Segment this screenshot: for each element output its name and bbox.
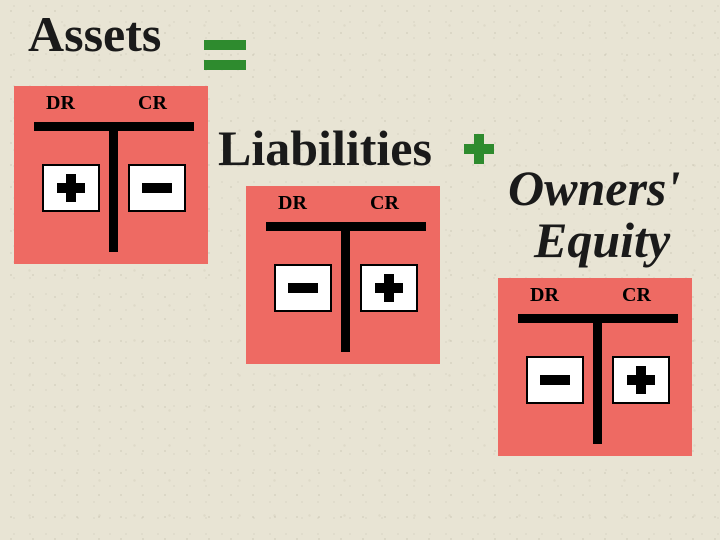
plus-icon-v (66, 174, 76, 202)
dr-label: DR (278, 192, 307, 215)
t-vertical (341, 222, 350, 352)
plus-icon-v (636, 366, 646, 394)
equals-icon (204, 40, 246, 70)
minus-icon (288, 283, 318, 293)
owners-equity-title-line2: Equity (534, 214, 670, 267)
credit-sign-box (128, 164, 186, 212)
cr-label: CR (370, 192, 399, 215)
debit-sign-box (274, 264, 332, 312)
equals-bar-bottom (204, 60, 246, 70)
plus-icon-v (384, 274, 394, 302)
cr-label: CR (622, 284, 651, 307)
minus-icon (540, 375, 570, 385)
t-vertical (593, 314, 602, 444)
cr-label: CR (138, 92, 167, 115)
t-account-assets: DR CR (14, 86, 208, 264)
t-account-owners-equity: DR CR (498, 278, 692, 456)
plus-operator-icon (464, 134, 494, 164)
owners-equity-title-line1: Owners' (508, 162, 680, 215)
equals-bar-top (204, 40, 246, 50)
credit-sign-box (360, 264, 418, 312)
plus-op-v (474, 134, 484, 164)
credit-sign-box (612, 356, 670, 404)
dr-label: DR (46, 92, 75, 115)
t-account-liabilities: DR CR (246, 186, 440, 364)
dr-label: DR (530, 284, 559, 307)
assets-title: Assets (28, 8, 161, 61)
debit-sign-box (42, 164, 100, 212)
debit-sign-box (526, 356, 584, 404)
liabilities-title: Liabilities (218, 122, 432, 175)
t-vertical (109, 122, 118, 252)
minus-icon (142, 183, 172, 193)
